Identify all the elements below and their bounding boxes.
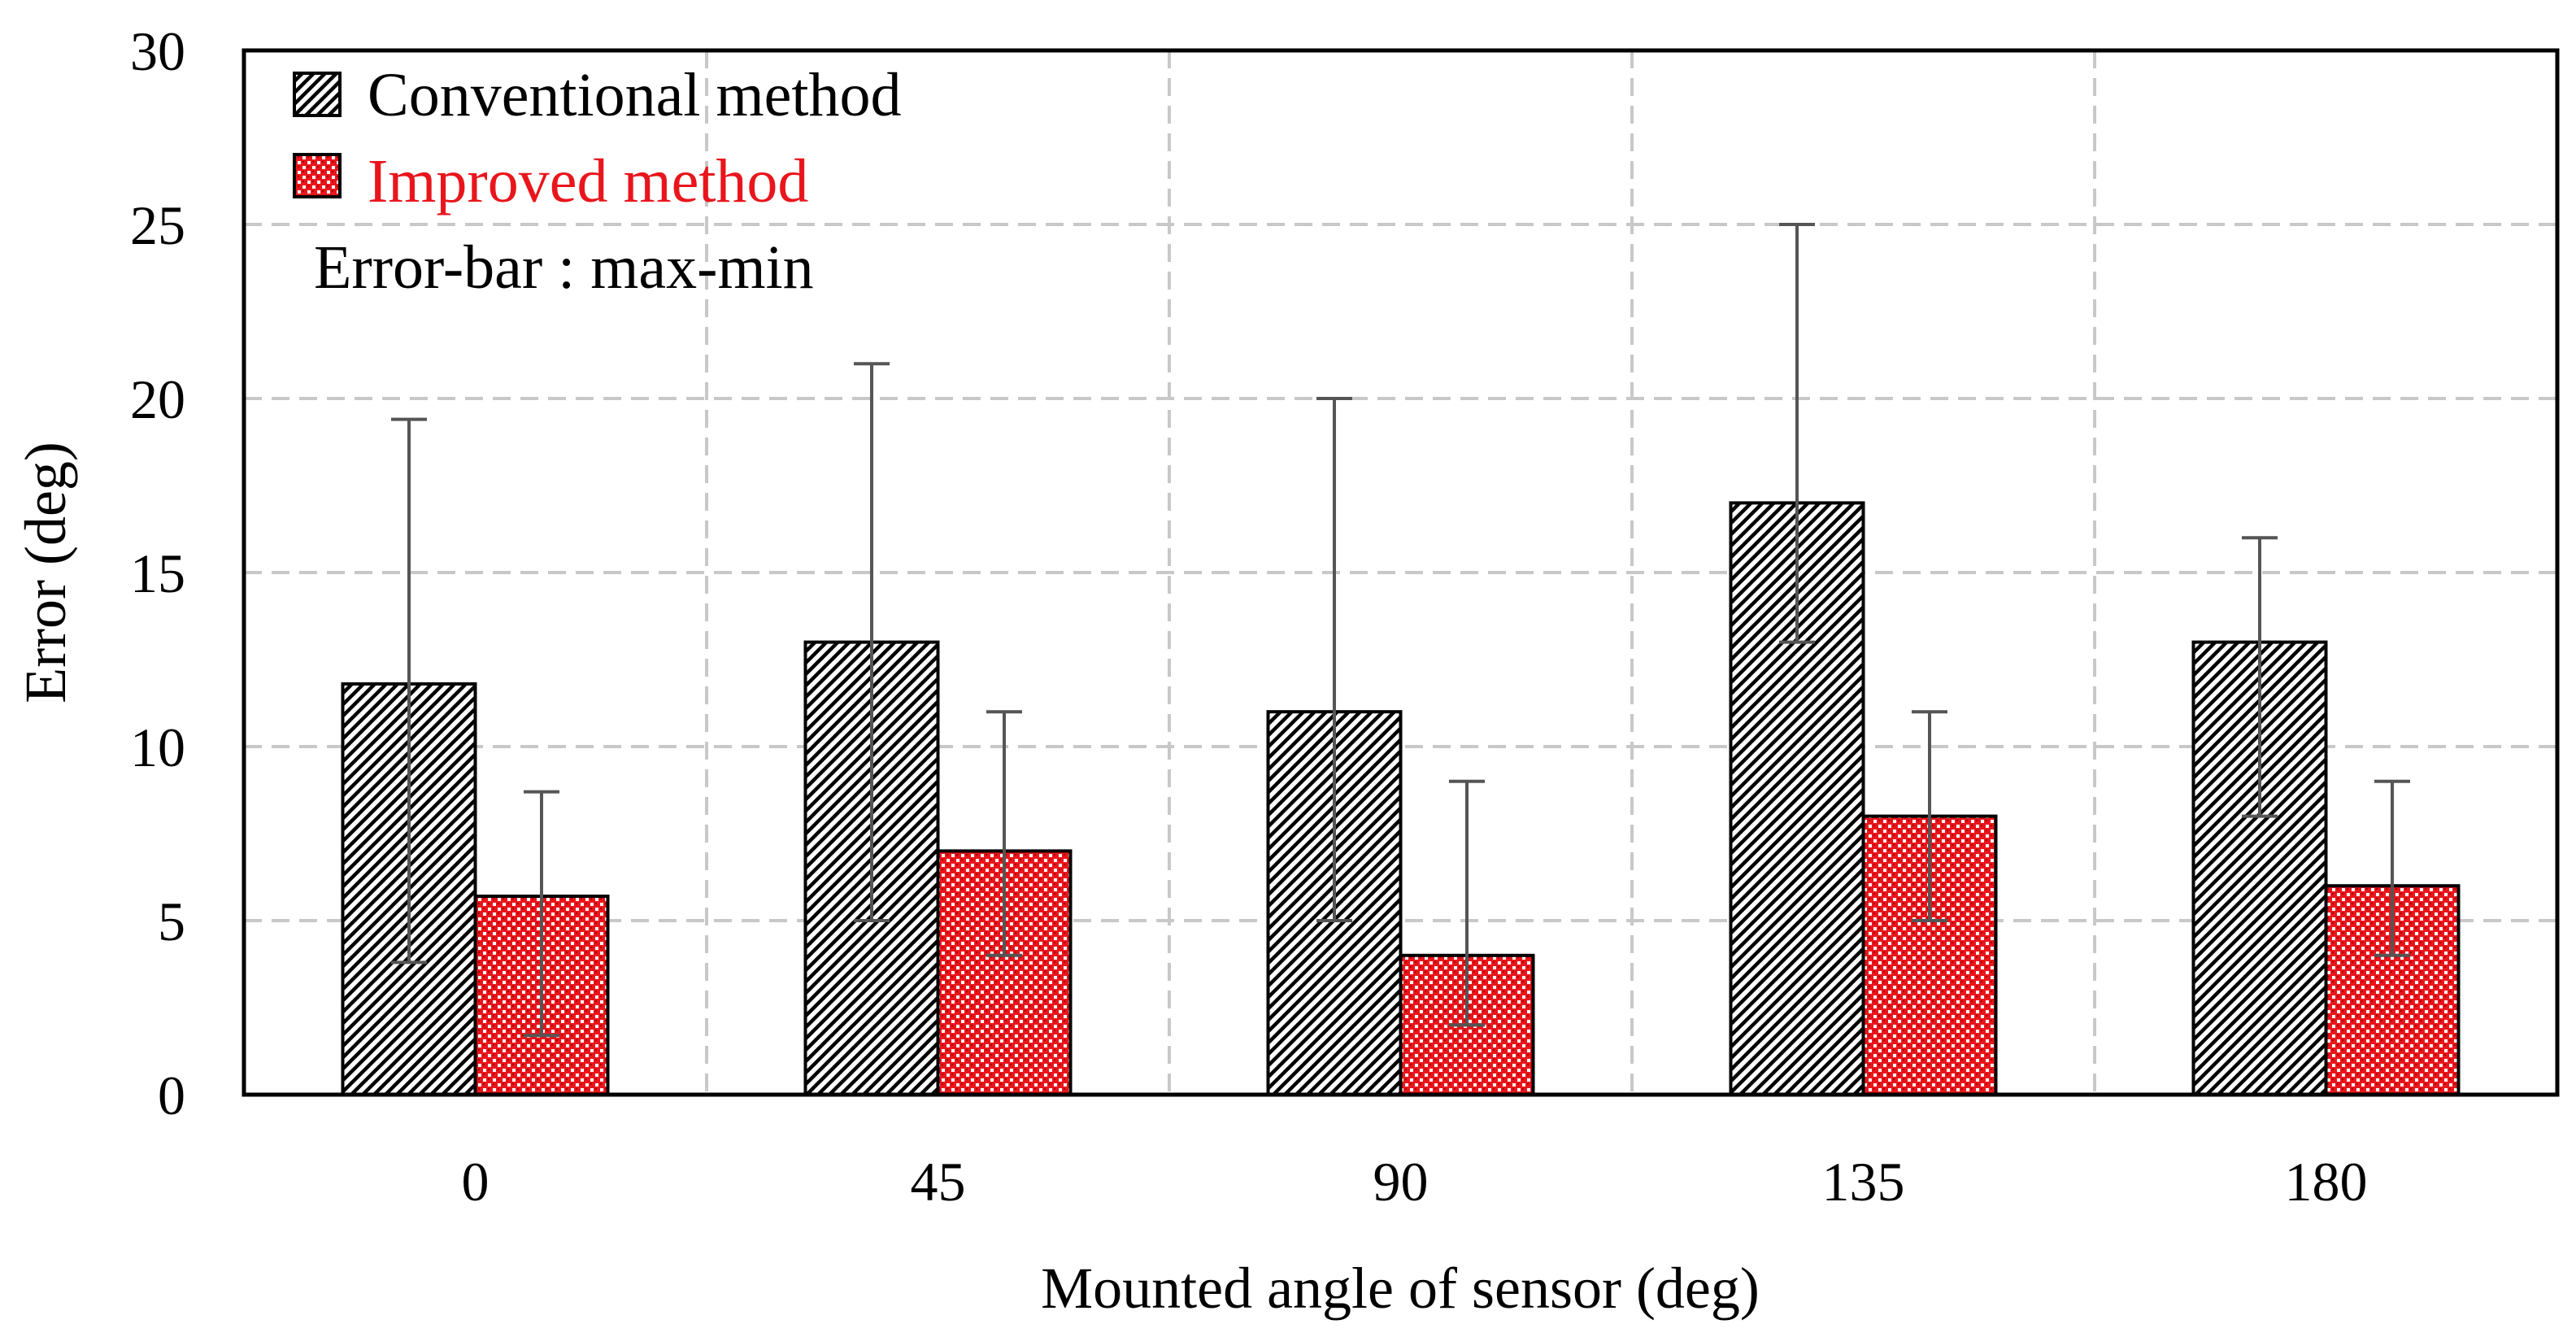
y-tick-label: 0 xyxy=(158,1065,185,1126)
gridlines xyxy=(244,50,2557,1095)
x-tick-label: 0 xyxy=(462,1151,490,1213)
y-tick-labels: 0 5 10 15 20 25 30 xyxy=(130,20,185,1126)
bar-improved xyxy=(1861,814,1998,1096)
bars xyxy=(341,501,2461,1097)
y-tick-label: 25 xyxy=(130,194,185,256)
y-axis-title: Error (deg) xyxy=(13,442,78,703)
y-tick-label: 10 xyxy=(130,716,185,778)
y-tick-label: 20 xyxy=(130,368,185,430)
x-tick-label: 135 xyxy=(1822,1151,1905,1213)
y-tick-label: 30 xyxy=(130,20,185,82)
x-tick-label: 45 xyxy=(911,1151,966,1213)
x-tick-label: 90 xyxy=(1373,1151,1429,1213)
plot-area-frame xyxy=(242,48,2560,1097)
legend-label-conventional: Conventional method xyxy=(368,61,901,129)
legend-swatch-improved xyxy=(293,153,342,198)
x-axis-title: Mounted angle of sensor (deg) xyxy=(1041,1256,1760,1321)
bar-conventional xyxy=(2191,640,2328,1096)
legend-label-improved: Improved method xyxy=(368,147,808,216)
legend: Conventional method Improved method Erro… xyxy=(293,61,901,302)
y-tick-label: 5 xyxy=(158,891,185,952)
x-tick-labels: 0 45 90 135 180 xyxy=(462,1151,2368,1213)
x-tick-label: 180 xyxy=(2285,1151,2368,1213)
y-tick-label: 15 xyxy=(130,542,185,604)
legend-swatch-conventional xyxy=(293,72,342,117)
error-bar-annotation: Error-bar : max-min xyxy=(314,233,814,302)
error-bars xyxy=(391,223,2410,1038)
